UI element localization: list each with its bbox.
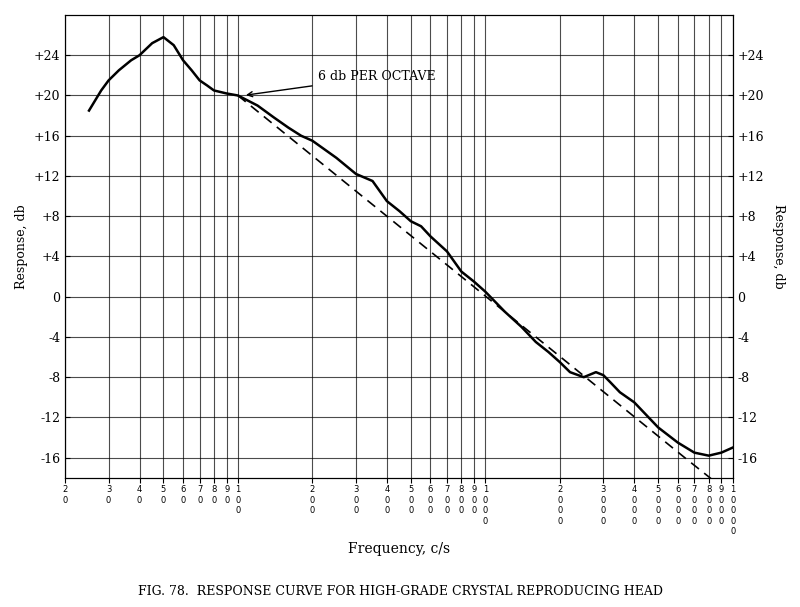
Y-axis label: Response, db: Response, db xyxy=(772,204,785,289)
Y-axis label: Response, db: Response, db xyxy=(15,204,28,289)
X-axis label: Frequency, c/s: Frequency, c/s xyxy=(348,541,450,555)
Text: FIG. 78.  RESPONSE CURVE FOR HIGH-GRADE CRYSTAL REPRODUCING HEAD: FIG. 78. RESPONSE CURVE FOR HIGH-GRADE C… xyxy=(138,585,662,598)
Text: 6 db PER OCTAVE: 6 db PER OCTAVE xyxy=(247,70,435,97)
